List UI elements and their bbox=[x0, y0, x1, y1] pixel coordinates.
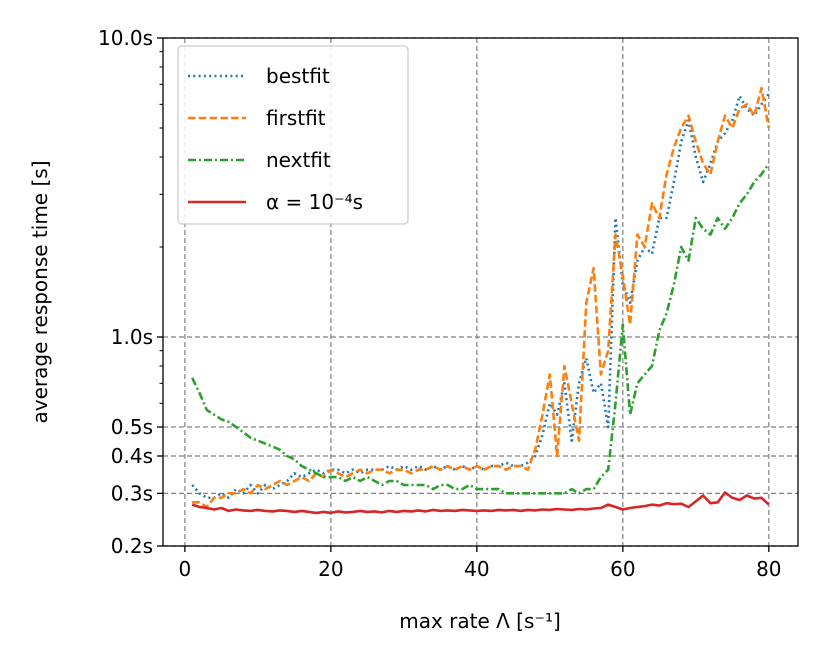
axes-border bbox=[162, 37, 799, 547]
x-axis-label: max rate Λ [s⁻¹] bbox=[399, 609, 561, 633]
legend-label-2: nextfit bbox=[266, 148, 331, 172]
axis-ticks: 0 20 40 60 80 0.2s 0.3s 0.4s 0.5s 1.0s 10.0s bbox=[98, 26, 781, 581]
x-tick-label: 0 bbox=[179, 557, 192, 581]
legend-label-3: α = 10⁻⁴s bbox=[266, 190, 363, 214]
y-tick-label: 0.2s bbox=[111, 534, 153, 558]
x-tick-label: 40 bbox=[464, 557, 489, 581]
x-tick-label: 80 bbox=[756, 557, 781, 581]
series-line-0 bbox=[191, 93, 770, 500]
y-tick-label: 0.3s bbox=[111, 481, 153, 505]
legend: bestfit firstfit nextfit α = 10⁻⁴s bbox=[177, 45, 409, 225]
x-tick-label: 60 bbox=[610, 557, 635, 581]
series-line-1 bbox=[192, 86, 771, 509]
axes-frame bbox=[162, 37, 799, 547]
y-axis-label: average response time [s] bbox=[28, 161, 52, 424]
series-line-3 bbox=[191, 491, 770, 515]
y-tick-label: 1.0s bbox=[111, 325, 153, 349]
y-tick-label: 0.5s bbox=[111, 415, 153, 439]
legend-box bbox=[177, 45, 409, 225]
legend-label-0: bestfit bbox=[266, 64, 330, 88]
y-tick-label: 0.4s bbox=[111, 444, 153, 468]
y-tick-label: 10.0s bbox=[98, 26, 153, 50]
series-line-2 bbox=[191, 162, 770, 495]
x-tick-label: 20 bbox=[318, 557, 343, 581]
series-layer bbox=[191, 86, 771, 515]
legend-label-1: firstfit bbox=[266, 106, 326, 130]
